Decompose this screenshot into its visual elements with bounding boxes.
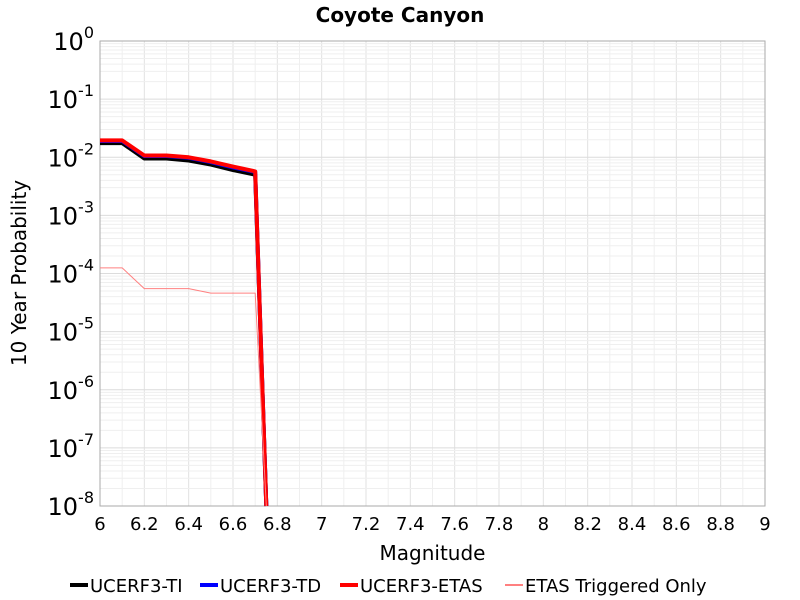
- legend-label: UCERF3-TI: [90, 576, 183, 597]
- x-axis-label: Magnitude: [380, 541, 486, 565]
- y-tick-label: 10-5: [48, 314, 95, 347]
- legend: UCERF3-TI UCERF3-TD UCERF3-ETAS ETAS Trigge…: [70, 576, 707, 597]
- y-axis-label: 10 Year Probability: [7, 180, 31, 366]
- x-tick-label: 6.2: [130, 514, 159, 535]
- x-tick-label: 6: [94, 514, 105, 535]
- y-tick-label: 10-2: [48, 139, 95, 172]
- legend-label: UCERF3-ETAS: [360, 576, 483, 597]
- plot-area: [99, 40, 766, 507]
- x-tick-label: 8.6: [662, 514, 691, 535]
- y-tick-labels: 100 10-1 10-2 10-3 10-4 10-5 10-6 10-7 10-8: [48, 23, 95, 521]
- x-tick-label: 7: [316, 514, 327, 535]
- x-tick-label: 6.6: [219, 514, 248, 535]
- y-tick-label: 10-6: [48, 372, 95, 405]
- y-tick-label: 10-8: [48, 488, 95, 521]
- x-tick-label: 7.2: [352, 514, 381, 535]
- y-tick-label: 10-3: [48, 197, 95, 230]
- x-tick-label: 6.8: [263, 514, 292, 535]
- chart-title: Coyote Canyon: [316, 3, 485, 27]
- grid: [99, 41, 766, 507]
- x-tick-label: 6.4: [174, 514, 203, 535]
- y-tick-label: 10-7: [48, 430, 95, 463]
- x-tick-label: 9: [759, 514, 770, 535]
- series-line-ucerf3-etas: [100, 138, 269, 507]
- series-layer: [100, 138, 269, 507]
- y-tick-label: 100: [53, 23, 94, 56]
- x-tick-label: 7.4: [396, 514, 425, 535]
- x-tick-label: 7.6: [440, 514, 469, 535]
- series-line-etas-triggered-only: [100, 267, 267, 507]
- y-tick-label: 10-4: [48, 256, 95, 289]
- x-tick-label: 8: [538, 514, 549, 535]
- x-tick-labels: 6 6.2 6.4 6.6 6.8 7 7.2 7.4 7.6 7.8 8 8.2 8.4 8.6 8.8 9: [94, 514, 770, 535]
- x-tick-label: 8.4: [618, 514, 647, 535]
- series-line-ucerf3-td: [100, 139, 269, 507]
- x-tick-label: 8.8: [706, 514, 735, 535]
- legend-label: UCERF3-TD: [220, 576, 321, 597]
- x-tick-label: 7.8: [485, 514, 514, 535]
- x-tick-label: 8.2: [573, 514, 602, 535]
- y-tick-label: 10-1: [48, 81, 95, 114]
- legend-label: ETAS Triggered Only: [525, 576, 707, 597]
